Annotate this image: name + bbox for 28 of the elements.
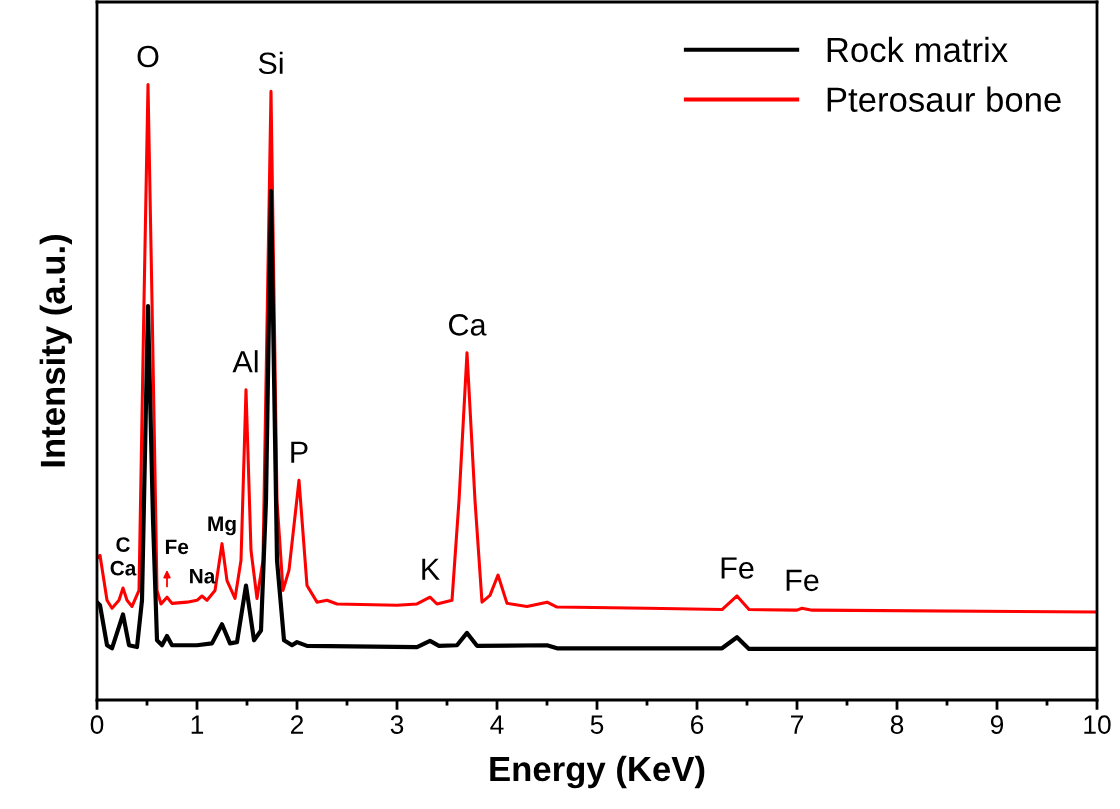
annotation: C — [116, 537, 130, 552]
x-tick-label: 3 — [390, 715, 404, 734]
x-tick-label: 0 — [90, 715, 104, 734]
x-tick-label: 9 — [990, 715, 1004, 734]
x-axis-title: Energy (KeV) — [490, 755, 705, 789]
annotation: O — [137, 45, 159, 68]
annotation: Ca — [449, 314, 487, 336]
annotation: Si — [258, 51, 283, 75]
annotation: Na — [190, 568, 216, 584]
annotation: Al — [232, 350, 258, 373]
legend-label: Rock matrix — [827, 36, 1008, 63]
annotation: Fe — [786, 569, 819, 592]
legend-label: Pterosaur bone — [827, 86, 1061, 112]
x-tick-label: 7 — [791, 715, 804, 734]
annotation: Mg — [208, 516, 236, 536]
annotation: Fe — [721, 557, 754, 579]
x-tick-label: 5 — [590, 715, 604, 734]
annotation: P — [291, 441, 308, 463]
x-tick-label: 2 — [290, 715, 304, 734]
x-tick-label: 10 — [1084, 715, 1111, 734]
y-axis-title: Intensity (a.u.) — [39, 235, 72, 467]
x-tick-label: 6 — [691, 715, 704, 734]
x-tick-label: 1 — [191, 715, 204, 734]
x-tick-label: 8 — [890, 715, 904, 734]
annotation: K — [422, 558, 440, 580]
annotation: Fe — [165, 539, 189, 555]
x-tick-label: 4 — [490, 715, 504, 734]
annotation: Ca — [110, 560, 137, 576]
